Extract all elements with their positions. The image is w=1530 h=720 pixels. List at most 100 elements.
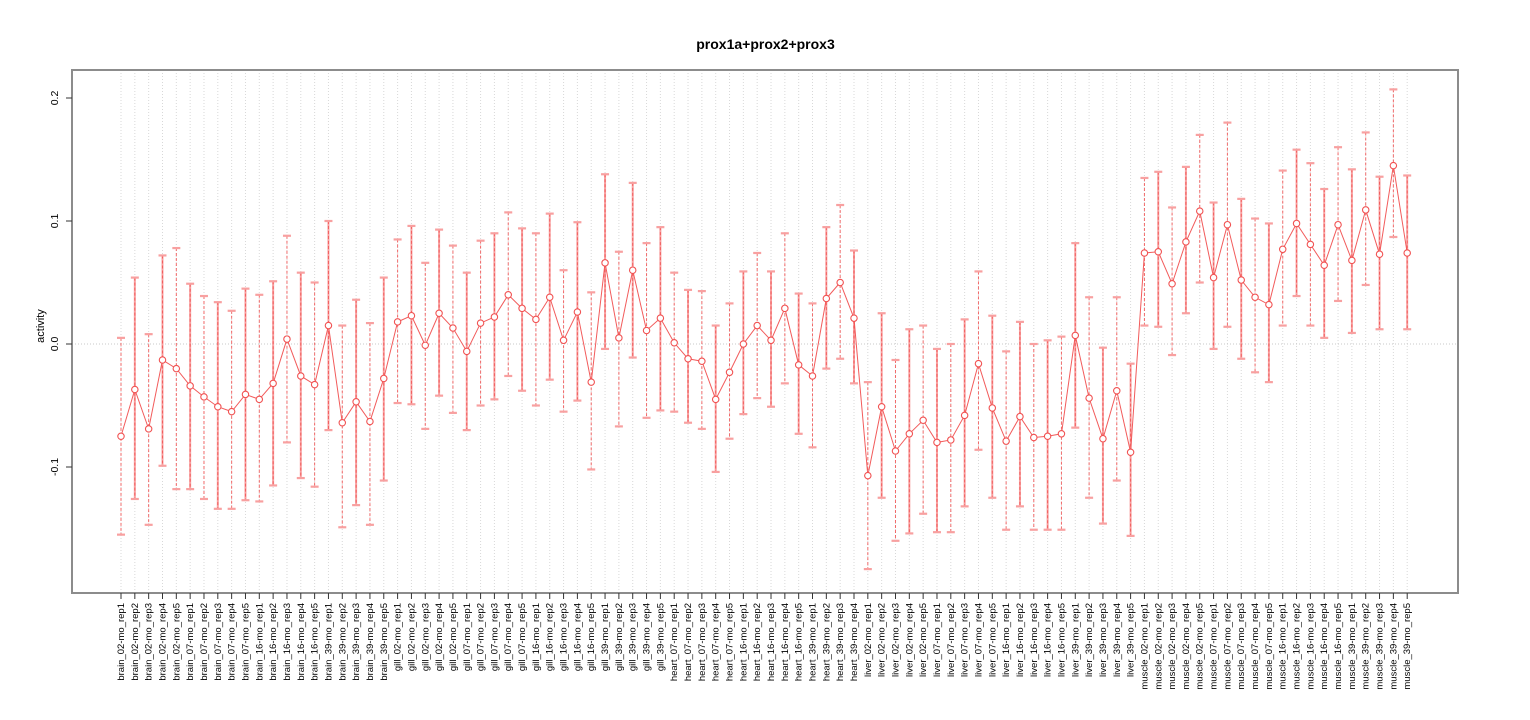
x-tick-label: liver_16-mo_rep4: [1043, 603, 1054, 677]
data-point: [1113, 386, 1121, 395]
data-point: [587, 378, 595, 386]
data-point: [435, 309, 443, 317]
data-point: [1278, 245, 1287, 254]
data-point: [490, 313, 499, 321]
y-tick-label: 0.1: [49, 214, 61, 229]
data-point: [1140, 249, 1149, 257]
x-tick-label: liver_07-mo_rep4: [973, 603, 984, 677]
data-point: [186, 382, 194, 390]
x-tick-label: heart_07-mo_rep1: [669, 603, 680, 681]
data-point: [131, 385, 139, 394]
data-point: [933, 438, 941, 447]
data-point: [476, 319, 485, 327]
data-point: [628, 266, 637, 274]
x-tick-label: muscle_39-mo_rep1: [1347, 603, 1358, 690]
x-tick-label: muscle_39-mo_rep4: [1388, 603, 1399, 690]
data-point: [1085, 394, 1093, 402]
data-point: [1168, 279, 1176, 288]
x-tick-label: gill_16-mo_rep1: [531, 603, 542, 671]
x-tick-label: muscle_07-mo_rep2: [1222, 603, 1233, 690]
x-tick-label: liver_07-mo_rep2: [946, 603, 957, 677]
x-tick-label: heart_07-mo_rep5: [725, 603, 736, 681]
x-tick-label: muscle_02-mo_rep1: [1139, 603, 1150, 690]
x-tick-label: gill_39-mo_rep3: [628, 603, 639, 671]
x-tick-label: brain_02-mo_rep5: [171, 603, 182, 681]
x-tick-label: gill_07-mo_rep2: [476, 603, 487, 671]
data-point: [324, 321, 333, 330]
data-point: [1292, 219, 1301, 228]
data-point: [1389, 161, 1398, 170]
x-tick-label: liver_39-mo_rep4: [1112, 603, 1123, 677]
x-tick-label: muscle_07-mo_rep4: [1250, 603, 1261, 690]
x-tick-label: heart_16-mo_rep3: [766, 603, 777, 681]
data-point: [1265, 300, 1273, 309]
data-point: [1016, 412, 1024, 421]
data-point: [739, 340, 748, 348]
data-point: [781, 304, 789, 313]
data-point: [905, 430, 914, 438]
data-point: [1223, 220, 1232, 229]
data-point: [1320, 261, 1328, 270]
x-tick-label: gill_07-mo_rep3: [489, 603, 500, 671]
x-tick-label: muscle_39-mo_rep3: [1375, 603, 1386, 690]
data-point: [1154, 248, 1163, 256]
x-tick-label: brain_07-mo_rep5: [240, 603, 251, 681]
data-point: [1251, 293, 1259, 302]
x-tick-label: liver_07-mo_rep5: [987, 603, 998, 677]
data-point: [283, 335, 291, 343]
data-point: [698, 357, 706, 365]
x-tick-label: heart_39-mo_rep2: [821, 603, 832, 681]
x-tick-label: heart_07-mo_rep3: [697, 603, 708, 681]
x-tick-label: heart_39-mo_rep4: [849, 603, 860, 681]
y-tick-label: -0.1: [49, 458, 61, 476]
x-tick-label: heart_07-mo_rep4: [711, 603, 722, 681]
x-tick-label: muscle_07-mo_rep3: [1236, 603, 1247, 690]
x-tick-label: liver_02-mo_rep3: [890, 603, 901, 677]
x-tick-label: brain_07-mo_rep4: [227, 603, 238, 681]
x-tick-label: muscle_02-mo_rep4: [1181, 603, 1192, 690]
x-tick-label: muscle_02-mo_rep5: [1195, 603, 1206, 690]
data-point: [877, 402, 886, 411]
data-point: [836, 278, 844, 287]
data-point: [117, 432, 125, 440]
data-point: [711, 395, 720, 404]
x-tick-label: gill_02-mo_rep1: [393, 603, 404, 671]
x-tick-label: heart_39-mo_rep1: [808, 603, 819, 681]
data-point: [545, 293, 554, 302]
data-point: [227, 407, 236, 416]
x-tick-label: liver_02-mo_rep2: [877, 603, 888, 677]
x-tick-label: brain_16-mo_rep5: [310, 603, 321, 681]
data-point: [241, 390, 250, 399]
data-point: [1099, 434, 1107, 443]
data-point: [463, 347, 471, 356]
data-point: [891, 447, 900, 455]
data-point: [532, 315, 540, 324]
x-tick-label: gill_16-mo_rep5: [586, 603, 597, 671]
x-tick-label: gill_39-mo_rep1: [600, 603, 611, 671]
x-tick-label: liver_39-mo_rep1: [1070, 603, 1081, 677]
x-tick-label: heart_07-mo_rep2: [683, 603, 694, 681]
x-tick-label: muscle_16-mo_rep3: [1305, 603, 1316, 690]
series-line: [120, 165, 1408, 476]
x-tick-label: gill_02-mo_rep3: [420, 603, 431, 671]
x-tick-label: gill_39-mo_rep2: [614, 603, 625, 671]
data-point: [808, 372, 817, 380]
data-point: [1375, 250, 1384, 258]
data-point: [670, 339, 678, 347]
data-point: [1043, 432, 1052, 440]
x-tick-label: brain_39-mo_rep3: [351, 603, 362, 681]
data-point: [615, 334, 623, 342]
x-tick-label: heart_16-mo_rep2: [752, 603, 763, 681]
data-point: [255, 395, 264, 404]
x-tick-label: liver_16-mo_rep3: [1029, 603, 1040, 677]
x-tick-label: muscle_39-mo_rep2: [1361, 603, 1372, 690]
data-point: [518, 304, 526, 313]
x-tick-label: brain_16-mo_rep4: [296, 603, 307, 681]
data-point: [352, 398, 360, 406]
x-tick-label: liver_39-mo_rep5: [1126, 603, 1137, 677]
data-point: [1334, 220, 1342, 229]
data-point: [310, 380, 319, 389]
data-point: [338, 418, 347, 427]
data-point: [988, 404, 997, 412]
data-point: [200, 393, 208, 401]
